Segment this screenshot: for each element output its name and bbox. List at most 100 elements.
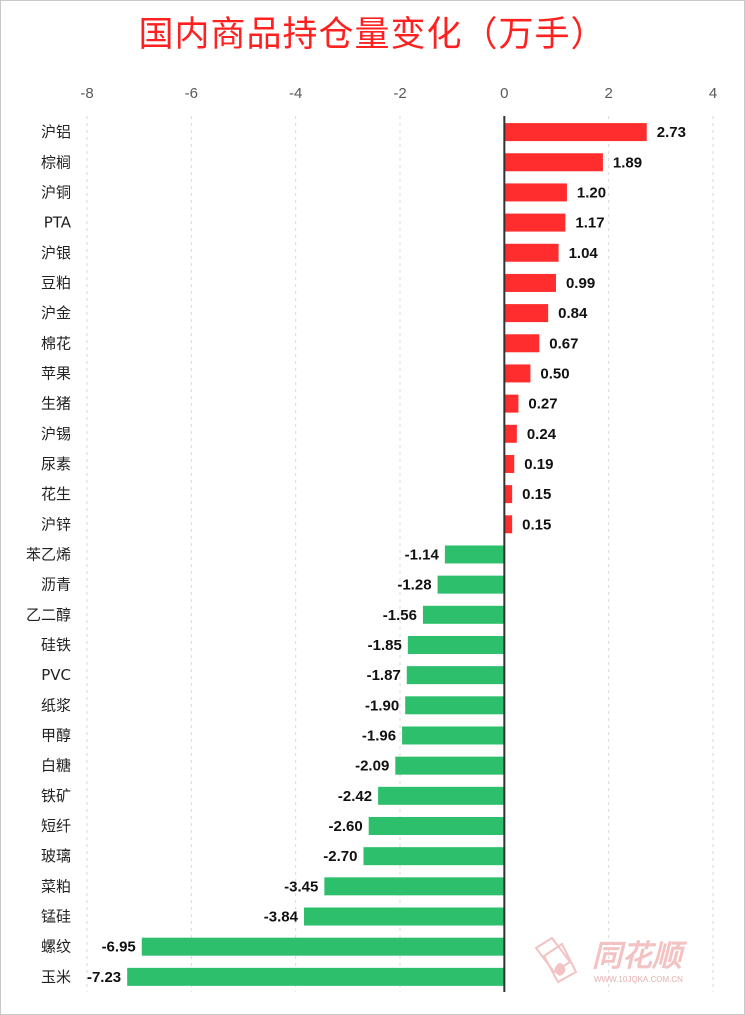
category-label: 苹果 [41, 364, 71, 382]
data-label: 1.04 [569, 245, 599, 262]
bar [407, 635, 505, 654]
chart-title: 国内商品持仓量变化（万手） [138, 15, 607, 55]
data-label: -1.14 [405, 546, 440, 563]
bar [504, 424, 517, 443]
category-label: 玉米 [41, 968, 71, 986]
bar [504, 273, 556, 292]
category-label: 沪银 [41, 244, 71, 262]
data-label: 0.19 [524, 456, 553, 473]
data-label: -6.95 [102, 939, 136, 956]
category-label: 棕榈 [41, 153, 71, 171]
watermark-brand: 同花顺 [592, 939, 688, 974]
bar [504, 454, 515, 473]
category-label: 尿素 [41, 455, 71, 473]
data-label: 0.15 [522, 516, 551, 533]
bar [504, 304, 549, 323]
data-label: -1.56 [383, 607, 417, 624]
data-label: -2.60 [328, 818, 362, 835]
data-label: 0.99 [566, 275, 595, 292]
category-label: 沪铝 [41, 123, 71, 141]
data-label: 0.67 [549, 335, 578, 352]
bar [304, 907, 505, 926]
category-label: 螺纹 [41, 938, 71, 956]
watermark-card-icon [534, 936, 578, 984]
x-tick-label: 4 [709, 85, 717, 102]
category-label: PVC [41, 666, 71, 684]
bar [406, 666, 505, 685]
category-label: 乙二醇 [26, 606, 71, 624]
category-label: 花生 [41, 485, 71, 503]
category-label: 沪金 [41, 304, 71, 322]
bar [141, 937, 505, 956]
data-label: -2.42 [338, 788, 372, 805]
x-tick-label: -6 [185, 85, 198, 102]
bar [504, 485, 513, 504]
category-label: 豆粕 [41, 274, 71, 292]
bar [504, 213, 566, 232]
data-label: 1.89 [613, 154, 642, 171]
bar [504, 334, 540, 353]
data-label: 1.20 [577, 184, 606, 201]
category-label: 菜粕 [41, 877, 71, 895]
bar [504, 183, 567, 202]
category-label: 纸浆 [41, 696, 71, 714]
data-label: 0.15 [522, 486, 551, 503]
bar [504, 123, 647, 142]
data-label: -1.85 [368, 637, 402, 654]
data-label: 0.84 [558, 305, 588, 322]
category-label: 沪铜 [41, 183, 71, 201]
category-label: 玻璃 [41, 847, 71, 865]
bar [368, 816, 505, 835]
category-label: 硅铁 [41, 636, 71, 654]
x-tick-label: 2 [604, 85, 612, 102]
data-label: -1.87 [367, 667, 401, 684]
data-label: 0.50 [540, 365, 569, 382]
data-label: -2.70 [323, 848, 357, 865]
category-label: 沥青 [41, 576, 71, 594]
category-label: 沪锡 [41, 425, 71, 443]
category-label: PTA [44, 214, 72, 232]
bar [504, 364, 531, 383]
bar [504, 243, 559, 262]
data-label: 1.17 [575, 215, 604, 232]
category-label: 生猪 [41, 395, 71, 413]
data-label: -1.90 [365, 697, 399, 714]
x-tick-label: -8 [80, 85, 93, 102]
watermark-url: WWW.10JQKA.COM.CN [594, 975, 683, 984]
data-label: 2.73 [657, 124, 686, 141]
bar [437, 575, 505, 594]
data-label: -2.09 [355, 758, 389, 775]
x-tick-label: -2 [393, 85, 406, 102]
x-tick-label: -4 [289, 85, 302, 102]
data-label: 0.27 [528, 396, 557, 413]
category-label: 苯乙烯 [26, 545, 71, 563]
data-label: -1.28 [397, 577, 431, 594]
bar [422, 605, 505, 624]
data-label: -7.23 [87, 969, 121, 986]
category-label: 短纤 [41, 817, 71, 835]
category-label: 棉花 [41, 334, 71, 352]
category-label: 铁矿 [41, 787, 71, 805]
bar [405, 696, 505, 715]
category-label: 锰硅 [41, 908, 71, 926]
data-label: -1.96 [362, 727, 396, 744]
bar [127, 967, 505, 986]
bar [324, 877, 505, 896]
category-label: 甲醇 [41, 726, 71, 744]
category-label: 沪锌 [41, 515, 71, 533]
bar [504, 515, 513, 534]
data-label: -3.45 [284, 878, 318, 895]
bar [444, 545, 505, 564]
category-label: 白糖 [41, 757, 71, 775]
bar [395, 756, 505, 775]
x-tick-label: 0 [500, 85, 508, 102]
watermark-logo: 同花顺 WWW.10JQKA.COM.CN [534, 936, 688, 984]
bar [378, 786, 505, 805]
bar [504, 153, 603, 172]
bar [504, 394, 519, 413]
data-label: -3.84 [264, 909, 299, 926]
bar [363, 847, 505, 866]
bar [402, 726, 505, 745]
